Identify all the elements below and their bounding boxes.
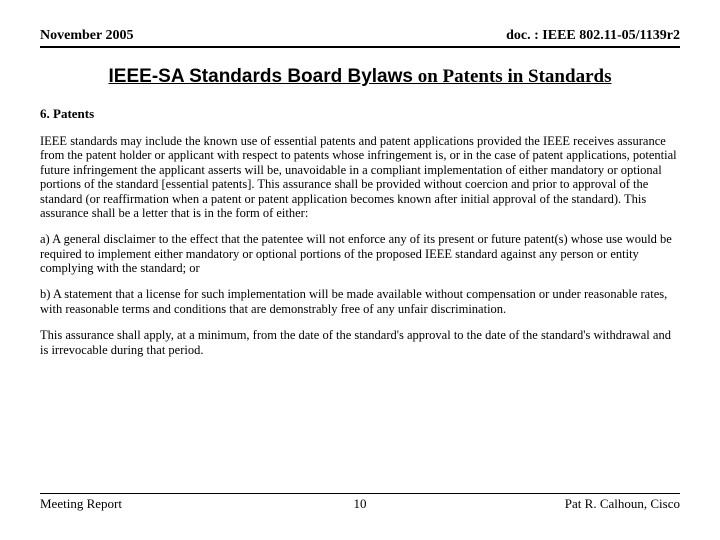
header-row: November 2005 doc. : IEEE 802.11-05/1139…	[40, 28, 680, 48]
section-heading: 6. Patents	[40, 106, 680, 122]
title-part-1: IEEE-SA Standards Board Bylaws	[109, 66, 413, 87]
footer-right: Pat R. Calhoun, Cisco	[565, 496, 680, 512]
paragraph-4: This assurance shall apply, at a minimum…	[40, 328, 680, 357]
footer-page-number: 10	[354, 496, 367, 512]
paragraph-1: IEEE standards may include the known use…	[40, 134, 680, 220]
paragraph-3: b) A statement that a license for such i…	[40, 287, 680, 316]
header-date: November 2005	[40, 28, 133, 44]
page-title: IEEE-SA Standards Board Bylaws on Patent…	[40, 66, 680, 88]
header-doc-ref: doc. : IEEE 802.11-05/1139r2	[506, 28, 680, 44]
paragraph-2: a) A general disclaimer to the effect th…	[40, 232, 680, 275]
title-part-2: on Patents in Standards	[413, 66, 612, 87]
footer-left: Meeting Report	[40, 496, 122, 512]
footer-row: Meeting Report 10 Pat R. Calhoun, Cisco	[40, 493, 680, 512]
